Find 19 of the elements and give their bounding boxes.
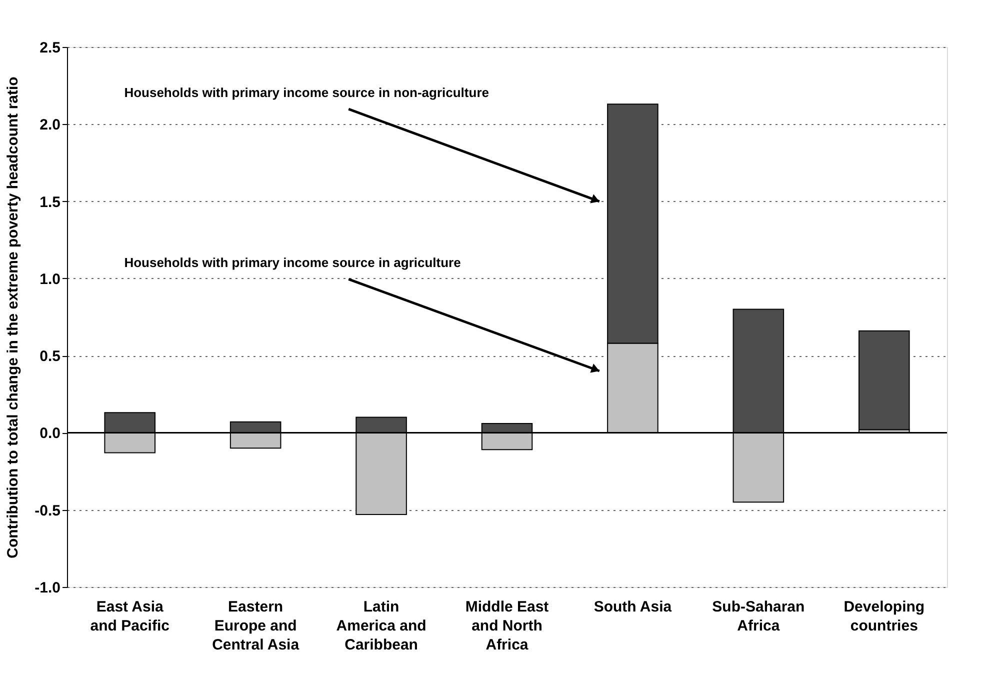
y-tick-label: 0.5 bbox=[40, 348, 60, 366]
y-tick-label: -0.5 bbox=[34, 502, 60, 520]
y-tick-label: 1.0 bbox=[40, 270, 60, 288]
bar bbox=[858, 330, 910, 430]
x-tick-label: South Asia bbox=[594, 598, 672, 616]
x-tick-label: Developing countries bbox=[844, 598, 925, 634]
y-tick-label: -1.0 bbox=[34, 580, 60, 596]
y-tick-label: 1.5 bbox=[40, 194, 60, 211]
x-tick-label: Middle East and North Africa bbox=[465, 598, 549, 654]
y-tick-label: 2.5 bbox=[40, 40, 60, 56]
x-tick-label: Latin America and Caribbean bbox=[336, 598, 426, 654]
x-tick-label: East Asia and Pacific bbox=[90, 598, 170, 634]
annotation: Households with primary income source in non-agriculture bbox=[124, 84, 489, 100]
y-tick-label: 2.0 bbox=[40, 116, 60, 134]
x-tick-label: Sub-Saharan Africa bbox=[712, 598, 805, 634]
y-axis-title: Contribution to total change in the extreme poverty headcount ratio bbox=[4, 76, 22, 558]
annotation: Households with primary income source in agriculture bbox=[124, 255, 461, 270]
x-tick-label: Eastern Europe and Central Asia bbox=[212, 598, 300, 654]
y-tick-label: 0.0 bbox=[40, 425, 60, 442]
